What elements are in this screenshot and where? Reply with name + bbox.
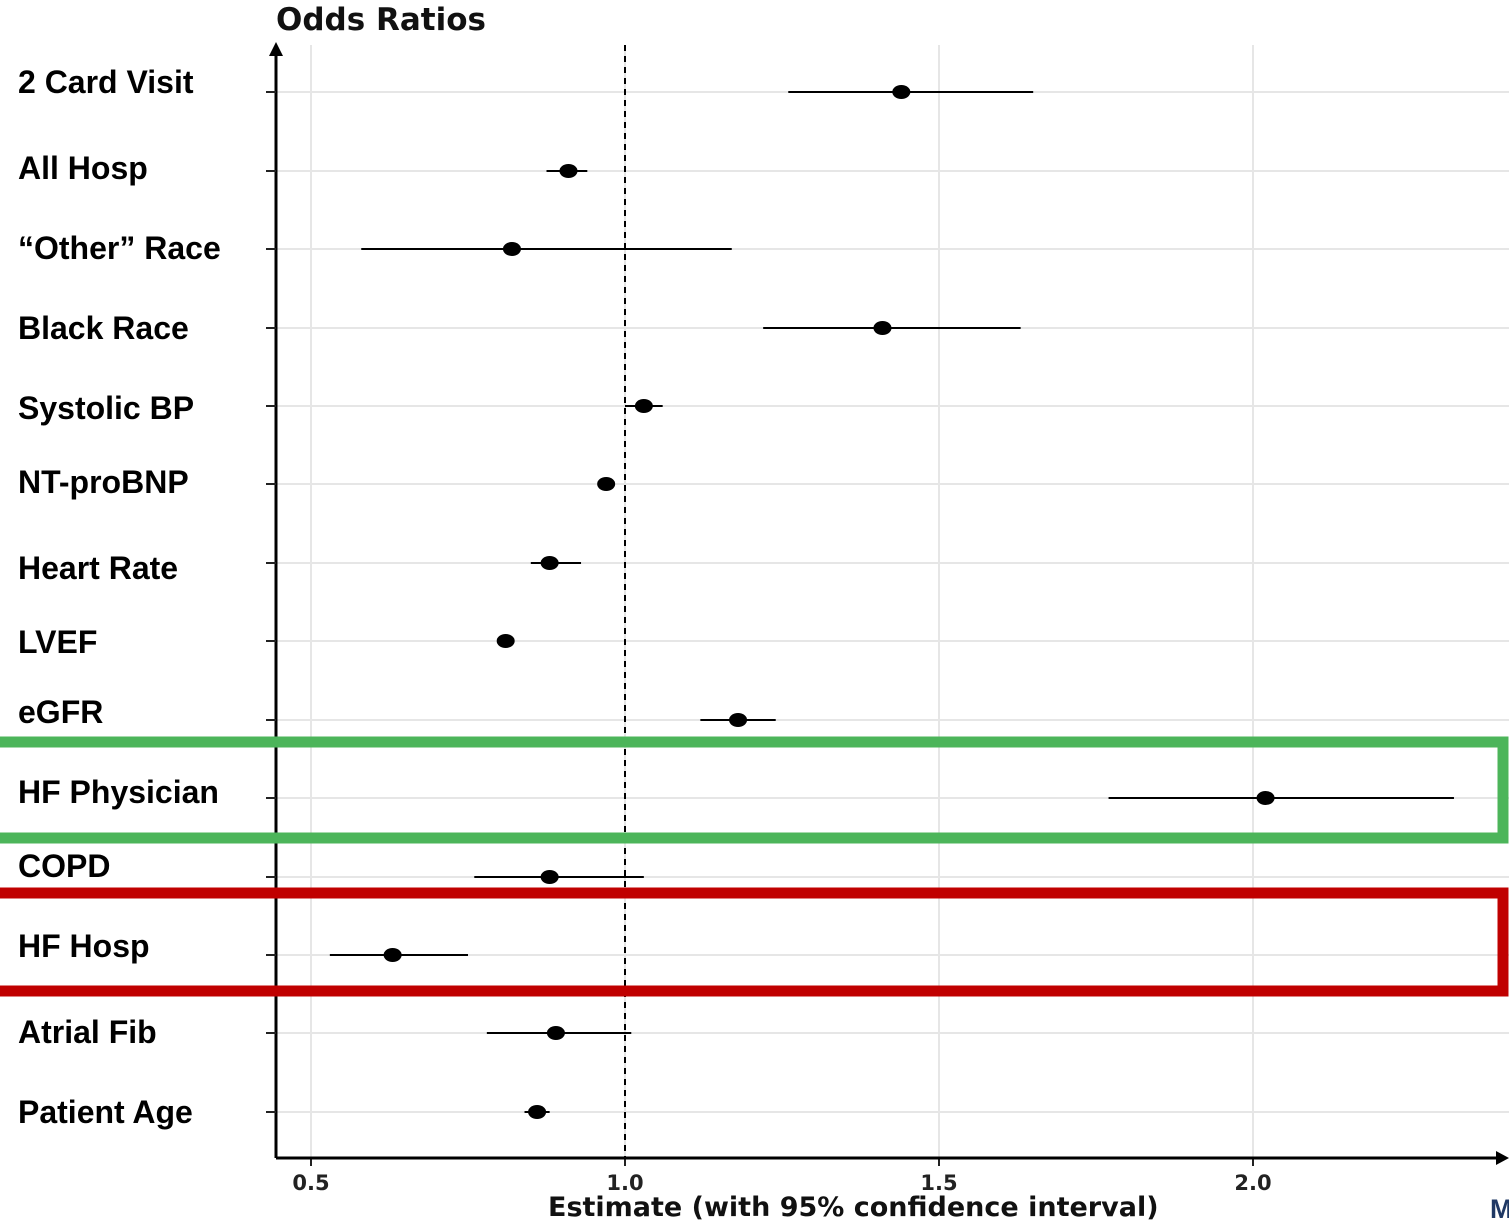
row-label: Systolic BP <box>18 390 194 426</box>
row-label: HF Hosp <box>18 928 150 964</box>
row-label: All Hosp <box>18 150 148 186</box>
row-label: LVEF <box>18 624 97 660</box>
chart-title: Odds Ratios <box>276 2 486 38</box>
estimate-point <box>496 634 515 648</box>
estimate-point <box>383 948 402 962</box>
estimate-point <box>1256 791 1275 805</box>
row-label: NT-proBNP <box>18 464 189 500</box>
estimate-point <box>540 870 559 884</box>
row-label: COPD <box>18 848 110 884</box>
highlight-box-hf-hosp <box>0 887 1509 997</box>
x-axis-label: Estimate (with 95% confidence interval) <box>548 1192 1159 1223</box>
estimate-point <box>597 477 616 491</box>
row-label: Patient Age <box>18 1094 193 1130</box>
row-label: HF Physician <box>18 774 219 810</box>
estimate-point <box>546 1026 565 1040</box>
estimate-point <box>634 399 653 413</box>
highlight-box-hf-physician <box>0 736 1509 844</box>
row-label: “Other” Race <box>18 230 221 266</box>
row-label: Atrial Fib <box>18 1014 157 1050</box>
x-tick-label: 0.5 <box>292 1171 329 1195</box>
estimate-point <box>559 164 578 178</box>
x-tick-label: 1.5 <box>920 1171 957 1195</box>
estimate-point <box>873 321 892 335</box>
x-tick-label: 1.0 <box>606 1171 643 1195</box>
y-axis-arrow <box>269 42 283 56</box>
estimate-point <box>528 1105 547 1119</box>
row-label: Heart Rate <box>18 550 178 586</box>
estimate-point <box>729 713 748 727</box>
x-axis-arrow <box>1496 1151 1509 1165</box>
x-tick-label: 2.0 <box>1234 1171 1271 1195</box>
estimate-point <box>540 556 559 570</box>
row-label: 2 Card Visit <box>18 64 194 100</box>
estimate-point <box>502 242 521 256</box>
row-label: Black Race <box>18 310 189 346</box>
corner-logo-fragment: M <box>1490 1194 1509 1224</box>
row-label: eGFR <box>18 694 103 730</box>
estimate-point <box>892 85 911 99</box>
